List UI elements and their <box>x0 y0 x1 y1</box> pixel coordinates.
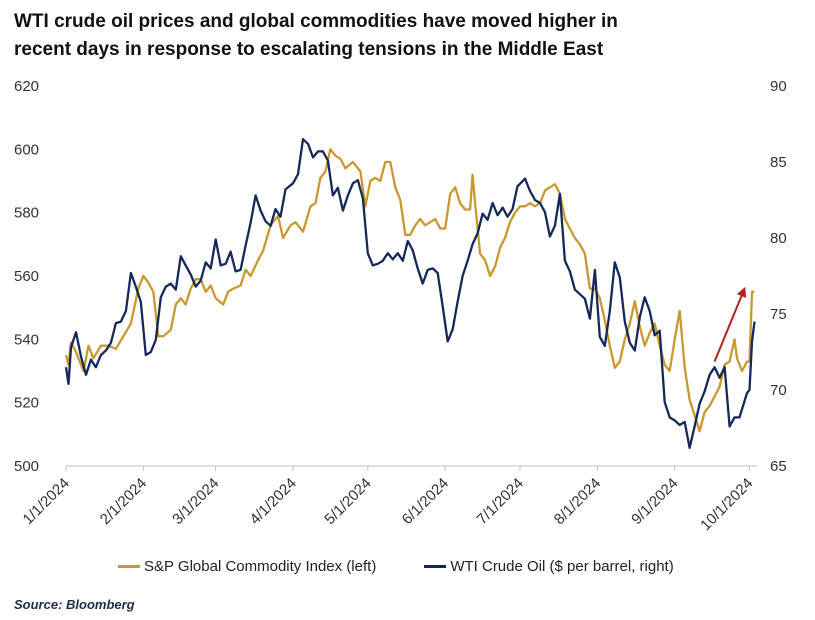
annotation-arrow <box>713 286 747 362</box>
y-right-tick-65: 65 <box>770 458 787 475</box>
y-right-tick-70: 70 <box>770 382 787 399</box>
x-tick-label-7-1-2024: 7/1/2024 <box>474 475 527 528</box>
legend-swatch-commodity-index <box>118 565 140 568</box>
legend-label-commodity-index: S&P Global Commodity Index (left) <box>144 558 377 575</box>
y-right-tick-75: 75 <box>770 306 787 323</box>
x-tick-label-6-1-2024: 6/1/2024 <box>399 475 452 528</box>
x-tick-label-9-1-2024: 9/1/2024 <box>628 475 681 528</box>
y-left-tick-620: 620 <box>14 78 39 95</box>
y-left-tick-560: 560 <box>14 268 39 285</box>
chart-title-line-1: WTI crude oil prices and global commodit… <box>14 11 618 32</box>
legend-item-wti-crude: WTI Crude Oil ($ per barrel, right) <box>424 558 674 575</box>
x-tick-label-1-1-2024: 1/1/2024 <box>20 475 73 528</box>
chart-legend: S&P Global Commodity Index (left) WTI Cr… <box>118 558 758 575</box>
y-right-tick-85: 85 <box>770 154 787 171</box>
y-left-tick-540: 540 <box>14 331 39 348</box>
legend-label-wti-crude: WTI Crude Oil ($ per barrel, right) <box>450 558 674 575</box>
legend-swatch-wti-crude <box>424 565 447 568</box>
y-left-tick-500: 500 <box>14 458 39 475</box>
x-tick-label-5-1-2024: 5/1/2024 <box>321 475 374 528</box>
y-left-tick-600: 600 <box>14 141 39 158</box>
y-left-tick-520: 520 <box>14 395 39 412</box>
x-tick-label-10-1-2024: 10/1/2024 <box>697 475 756 534</box>
y-left-tick-580: 580 <box>14 205 39 222</box>
series-line-wti-crude <box>64 138 756 449</box>
source-note: Source: Bloomberg <box>14 597 135 612</box>
x-tick-label-4-1-2024: 4/1/2024 <box>247 475 300 528</box>
chart-title: WTI crude oil prices and global commodit… <box>14 8 794 64</box>
x-tick-label-3-1-2024: 3/1/2024 <box>169 475 222 528</box>
y-right-tick-80: 80 <box>770 230 787 247</box>
series-line-commodity-index <box>64 148 755 433</box>
y-right-tick-90: 90 <box>770 78 787 95</box>
legend-item-commodity-index: S&P Global Commodity Index (left) <box>118 558 376 575</box>
chart-title-line-2: recent days in response to escalating te… <box>14 39 604 60</box>
x-tick-label-2-1-2024: 2/1/2024 <box>97 475 150 528</box>
x-tick-label-8-1-2024: 8/1/2024 <box>551 475 604 528</box>
